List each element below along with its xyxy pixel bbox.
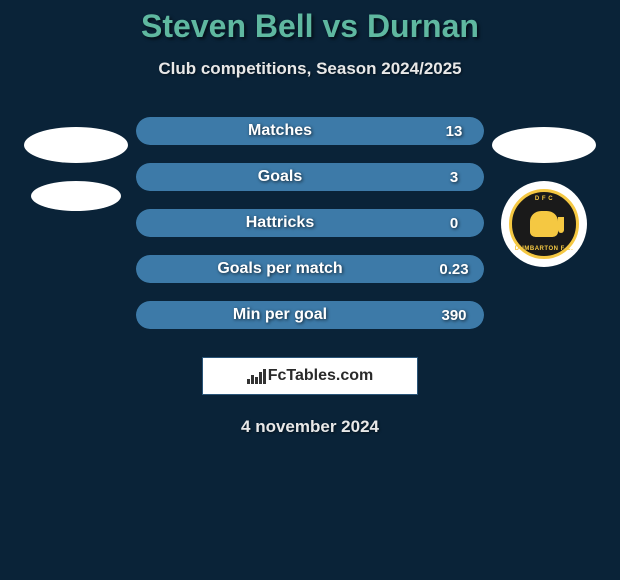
player-badge-placeholder <box>31 181 121 211</box>
brand-text: FcTables.com <box>268 367 374 385</box>
stat-bar-value: 0.23 <box>424 261 484 278</box>
comparison-area: Matches13 Goals3 Hattricks0 Goals per match… <box>0 117 620 329</box>
date-text: 4 november 2024 <box>0 417 620 437</box>
stat-bar-label: Matches <box>136 122 424 140</box>
root: Steven Bell vs Durnan Club competitions,… <box>0 0 620 437</box>
subtitle: Club competitions, Season 2024/2025 <box>0 59 620 79</box>
stat-bars: Matches13 Goals3 Hattricks0 Goals per match… <box>136 117 484 329</box>
club-badge-bottom-text: DUMBARTON F.C. <box>515 246 574 252</box>
player-badge-placeholder <box>492 127 596 163</box>
stat-bar-value: 13 <box>424 123 484 140</box>
club-badge-top-text: D F C <box>535 196 553 202</box>
stat-bar-label: Goals <box>136 168 424 186</box>
stat-bar-label: Goals per match <box>136 260 424 278</box>
page-title: Steven Bell vs Durnan <box>0 8 620 45</box>
stat-bar-label: Min per goal <box>136 306 424 324</box>
club-badge: D F C DUMBARTON F.C. <box>501 181 587 267</box>
right-badges: D F C DUMBARTON F.C. <box>484 117 604 267</box>
stat-bar-label: Hattricks <box>136 214 424 232</box>
stat-bar-value: 390 <box>424 307 484 324</box>
stat-bar: Goals3 <box>136 163 484 191</box>
brand-box: FcTables.com <box>202 357 418 395</box>
chart-icon <box>247 368 266 384</box>
stat-bar: Hattricks0 <box>136 209 484 237</box>
player-badge-placeholder <box>24 127 128 163</box>
stat-bar: Goals per match0.23 <box>136 255 484 283</box>
stat-bar-value: 3 <box>424 169 484 186</box>
stat-bar-value: 0 <box>424 215 484 232</box>
left-badges <box>16 117 136 211</box>
elephant-icon <box>530 211 558 237</box>
stat-bar: Min per goal390 <box>136 301 484 329</box>
stat-bar: Matches13 <box>136 117 484 145</box>
